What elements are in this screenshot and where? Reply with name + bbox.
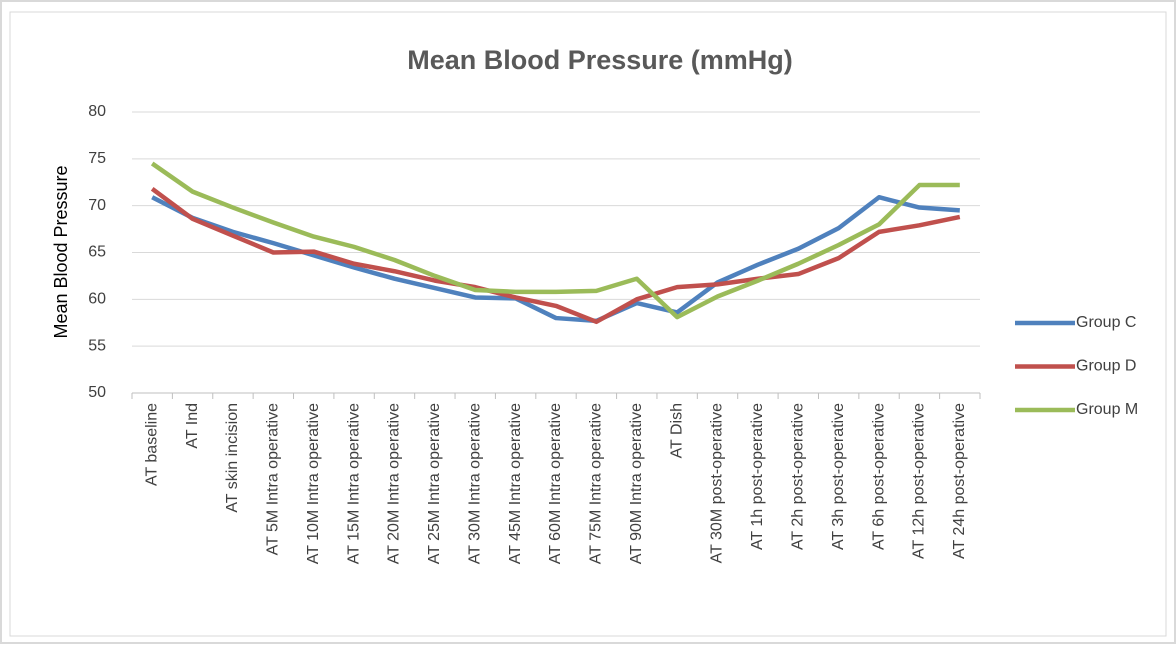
legend-label: Group M [1076,401,1138,418]
x-tick-label: AT skin incision [224,403,241,513]
x-tick-label: AT 75M Intra operative [588,403,605,564]
x-tick-label: AT 24h post-operative [951,403,968,559]
y-tick-label: 50 [88,384,106,401]
chart-frame [9,11,1167,637]
series-line [150,186,961,325]
x-tick-label: AT Dish [668,403,685,458]
x-tick-label: AT 5M Intra operative [265,403,282,555]
x-tick-label: AT 25M Intra operative [426,403,443,564]
x-tick-label: AT 15M Intra operative [345,403,362,564]
x-tick-label: AT Ind [184,403,201,449]
x-tick-label: AT 45M Intra operative [507,403,524,564]
x-tick-label: AT 90M Intra operative [628,403,645,564]
x-tick-label: AT baseline [143,403,160,486]
x-tick-label: AT 20M Intra operative [386,403,403,564]
y-tick-label: 60 [88,291,106,308]
y-tick-label: 55 [88,337,106,354]
y-tick-label: 80 [88,103,106,120]
x-tick-label: AT 1h post-operative [749,403,766,550]
x-tick-label: AT 10M Intra operative [305,403,322,564]
x-tick-label: AT 6h post-operative [870,403,887,550]
x-tick-label: AT 60M Intra operative [547,403,564,564]
y-tick-label: 75 [88,150,106,167]
x-tick-label: AT 12h post-operative [911,403,928,559]
series-line [150,161,960,320]
y-tick-label: 70 [88,197,106,214]
chart-title: Mean Blood Pressure (mmHg) [407,45,793,75]
y-axis-label: Mean Blood Pressure [51,165,71,338]
legend-label: Group C [1076,314,1136,331]
series-line [151,194,960,324]
legend-label: Group D [1076,358,1136,375]
y-tick-label: 65 [88,244,106,261]
x-tick-label: AT 2h post-operative [790,403,807,550]
x-tick-label: AT 30M Intra operative [466,403,483,564]
x-tick-label: AT 30M post-operative [709,403,726,563]
x-tick-label: AT 3h post-operative [830,403,847,550]
